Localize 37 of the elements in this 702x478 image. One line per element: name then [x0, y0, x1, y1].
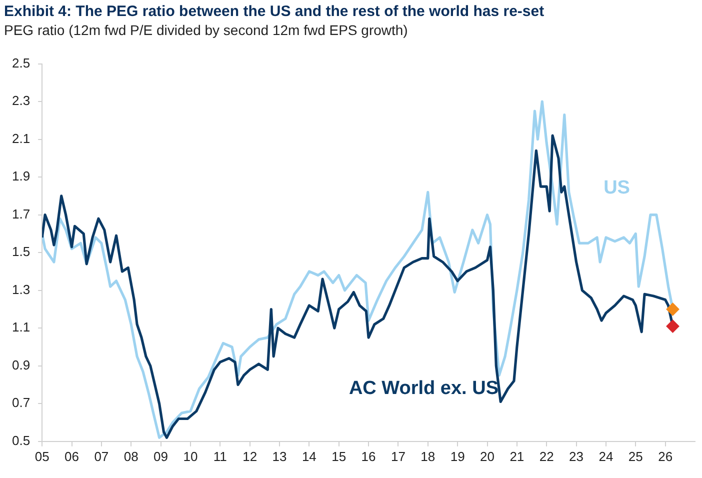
- x-tick-label: 06: [64, 448, 79, 464]
- y-tick-label: 2.5: [12, 55, 30, 70]
- x-tick-label: 16: [361, 448, 376, 464]
- x-tick-label: 07: [94, 448, 109, 464]
- chart-subtitle: PEG ratio (12m fwd P/E divided by second 12m fwd EPS growth): [4, 22, 408, 38]
- x-tick-label: 05: [34, 448, 50, 464]
- x-tick-label: 15: [332, 448, 346, 464]
- x-tick-label: 17: [390, 448, 406, 464]
- x-tick-label: 25: [628, 448, 643, 464]
- series-label: AC World ex. US: [348, 378, 499, 399]
- y-tick-label: 1.3: [12, 282, 30, 297]
- y-tick-label: 1.7: [12, 206, 30, 222]
- y-tick-label: 1.1: [12, 320, 30, 335]
- y-tick-label: 0.9: [12, 357, 30, 372]
- x-tick-label: 08: [124, 448, 138, 464]
- x-tick-label: 26: [658, 448, 673, 464]
- x-tick-label: 21: [510, 448, 524, 464]
- y-tick-label: 1.5: [12, 244, 30, 260]
- x-tick-label: 18: [420, 448, 436, 464]
- x-tick-label: 14: [302, 448, 316, 464]
- y-tick-label: 1.9: [12, 168, 30, 184]
- series-label: US: [604, 178, 630, 199]
- x-tick-label: 11: [213, 448, 227, 464]
- y-tick-label: 0.5: [12, 432, 30, 448]
- x-tick-label: 20: [480, 448, 494, 464]
- x-tick-label: 22: [539, 448, 554, 464]
- x-tick-label: 10: [183, 448, 198, 464]
- x-tick-label: 13: [272, 448, 287, 464]
- y-tick-label: 2.1: [12, 130, 30, 146]
- chart-title: Exhibit 4: The PEG ratio between the US and the rest of the world has re-set: [4, 3, 544, 20]
- x-tick-label: 23: [569, 448, 584, 464]
- x-tick-label: 12: [242, 448, 258, 464]
- x-tick-label: 09: [154, 448, 168, 464]
- x-tick-label: 24: [598, 448, 614, 464]
- x-tick-label: 19: [450, 448, 465, 464]
- y-tick-label: 2.3: [12, 93, 30, 108]
- y-tick-label: 0.7: [12, 395, 30, 410]
